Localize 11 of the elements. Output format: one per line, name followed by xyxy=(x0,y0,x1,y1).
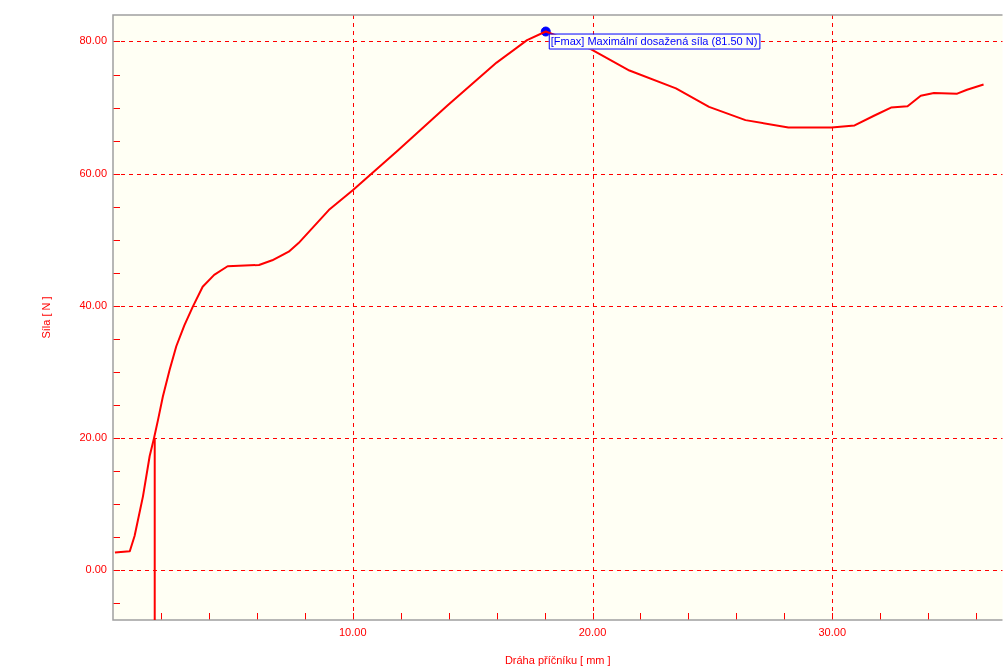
x-tick-label: 20.00 xyxy=(578,625,607,638)
y-axis-title: Síla [ N ] xyxy=(39,296,52,339)
x-axis-title: Dráha příčníku [ mm ] xyxy=(504,654,611,667)
x-tick-label: 10.00 xyxy=(338,625,367,638)
y-tick-label: 60.00 xyxy=(79,166,107,179)
x-tick-label: 30.00 xyxy=(818,625,847,638)
y-tick-label: 80.00 xyxy=(79,34,107,47)
y-tick-label: 40.00 xyxy=(79,298,107,311)
y-tick-label: 20.00 xyxy=(79,431,107,444)
annotation: [Fmax] Maximální dosažená síla (81.50 N) xyxy=(550,35,758,48)
y-tick-label: 0.00 xyxy=(85,563,107,576)
